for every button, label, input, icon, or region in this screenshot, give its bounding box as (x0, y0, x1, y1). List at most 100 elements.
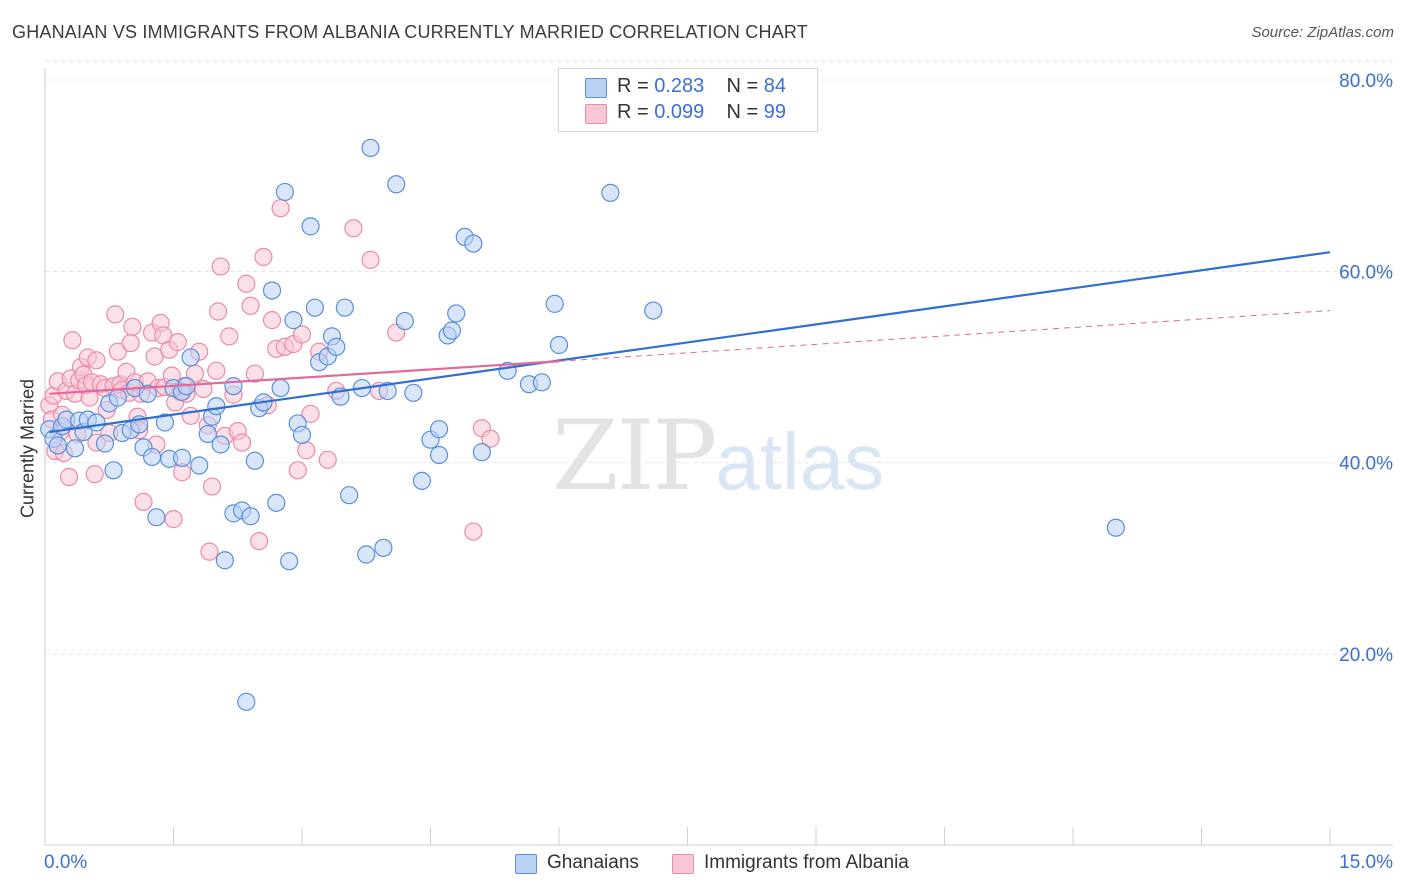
ghanaian-point (442, 321, 462, 340)
ghanaian-point (549, 335, 569, 355)
ghanaian-point (262, 281, 282, 300)
bottom-legend-swatch-ghanaians (515, 854, 537, 874)
ghanaian-point (472, 443, 491, 462)
y-tick-label: 60.0% (1339, 262, 1393, 283)
chart-title: GHANAIAN VS IMMIGRANTS FROM ALBANIA CURR… (12, 22, 808, 42)
albania-point (237, 274, 256, 293)
ghanaian-point (378, 381, 397, 401)
albania-point (63, 331, 82, 350)
legend-stats-albania: R = 0.099 N = 99 (617, 101, 786, 124)
ghanaian-point (172, 448, 192, 467)
ghanaian-point (447, 304, 466, 323)
albania-point (292, 325, 312, 344)
ghanaian-point (104, 461, 123, 480)
legend-stats-ghanaians: R = 0.283 N = 84 (617, 75, 786, 98)
ghanaian-point (374, 538, 393, 557)
albania-point (464, 522, 483, 541)
albania-point (200, 542, 219, 561)
bottom-legend-label-ghanaians: Ghanaians (547, 852, 639, 873)
ghanaian-point (292, 425, 312, 445)
albania-point (254, 247, 273, 267)
albania-point (271, 199, 290, 218)
trend-lines (49, 251, 1331, 434)
n-value-ghanaians: 84 (763, 75, 787, 97)
y-axis-label-wrap: Currently Married (12, 360, 42, 540)
ghanaian-point (395, 311, 414, 331)
y-tick-label: 40.0% (1339, 454, 1393, 475)
r-value-ghanaians: 0.283 (654, 75, 705, 97)
albania-point (85, 465, 104, 484)
watermark-atlas: atlas (715, 417, 885, 506)
albania-point (262, 311, 282, 330)
ghanaian-point (357, 545, 376, 564)
ghanaian-point (237, 692, 256, 711)
ghanaian-point (190, 456, 209, 475)
albania-point (232, 433, 252, 452)
y-tick-label: 80.0% (1339, 71, 1393, 92)
watermark-zip: ZIP (552, 400, 717, 512)
ghanaian-point (429, 420, 449, 439)
correlation-legend: R = 0.283 N = 84 R = 0.099 N = 99 (558, 68, 818, 132)
albania-point (297, 441, 316, 460)
ghanaian-point (108, 388, 127, 407)
albania-point (208, 302, 228, 321)
albania-point (134, 492, 153, 511)
y-tick-labels: 20.0% 40.0% 60.0% 80.0% (1339, 71, 1393, 666)
n-label: N = (726, 101, 759, 123)
ghanaian-point (245, 451, 264, 470)
ghanaian-point (387, 175, 406, 194)
x-tick-label-max: 15.0% (1339, 852, 1393, 873)
ghanaian-point (267, 493, 286, 512)
albania-point (245, 364, 264, 383)
axes (44, 68, 1393, 846)
ghanaian-point (464, 234, 483, 253)
ghanaian-point (335, 298, 354, 317)
ghanaian-point (327, 337, 346, 357)
albania-point (59, 467, 79, 487)
albania-point (211, 257, 230, 276)
ghanaian-points (40, 138, 1125, 711)
r-value-albania: 0.099 (654, 101, 705, 123)
y-tick-label: 20.0% (1339, 645, 1393, 666)
ghanaian-point (275, 182, 294, 202)
albania-point (123, 317, 142, 336)
r-label: R = (617, 75, 649, 97)
albania-point (207, 361, 226, 380)
ghanaian-point (284, 311, 303, 330)
ghanaian-point (142, 447, 162, 467)
legend-swatch-albania (585, 104, 607, 124)
ghanaian-point (215, 551, 234, 570)
ghanaian-point (87, 413, 106, 432)
albania-point (250, 532, 269, 551)
ghanaian-point (65, 439, 85, 458)
ghanaian-point (601, 183, 620, 202)
albania-point (301, 404, 320, 423)
ghanaian-point (211, 435, 230, 454)
ghanaian-trend-line (49, 251, 1331, 434)
albania-point (220, 327, 239, 346)
albania-point (202, 477, 222, 496)
albania-point (108, 342, 127, 361)
albania-point (288, 461, 307, 480)
bottom-legend-swatch-albania (672, 854, 694, 874)
bottom-legend-label-albania: Immigrants from Albania (704, 852, 909, 873)
ghanaian-point (181, 348, 200, 367)
n-label: N = (726, 75, 759, 97)
ghanaian-point (280, 552, 299, 571)
ghanaian-point (48, 436, 67, 455)
ghanaian-point (241, 507, 260, 526)
gridlines (45, 60, 1393, 655)
ghanaian-point (138, 384, 157, 403)
ghanaian-point (198, 424, 217, 444)
ghanaian-point (271, 378, 290, 398)
ghanaian-point (95, 434, 115, 453)
x-tick-label-min: 0.0% (44, 852, 88, 873)
ghanaian-point (644, 301, 663, 320)
albania-point (106, 305, 125, 324)
albania-point (87, 351, 106, 370)
albania-trend-extension (558, 310, 1331, 362)
ghanaian-point (404, 383, 423, 402)
albania-point (318, 450, 337, 469)
ghanaian-point (412, 471, 432, 490)
